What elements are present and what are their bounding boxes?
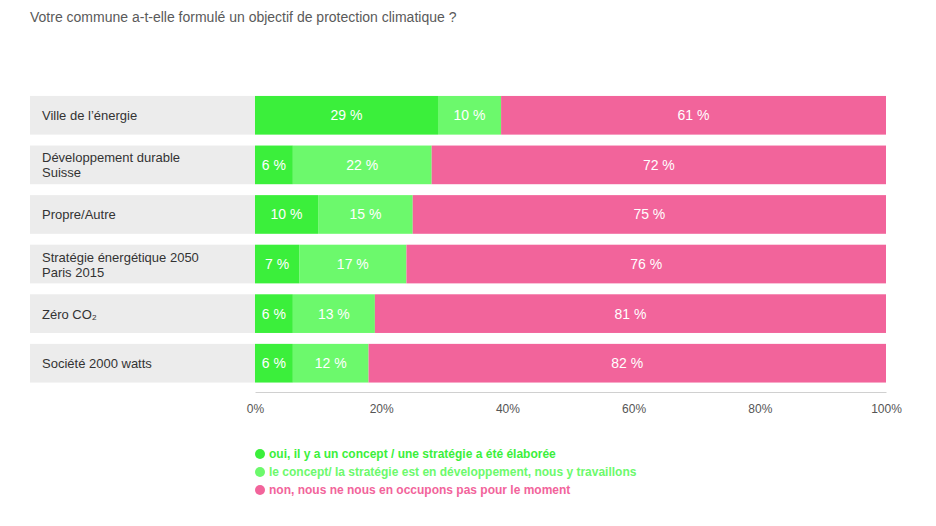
label-background (30, 245, 255, 284)
bar-segment (255, 96, 438, 135)
category-label-line: Propre/Autre (42, 207, 116, 222)
data-labels: 29 % 6 % 10 % 7 % 6 % 6 % 10 % 22 % 15 % 17 % 13 %… (262, 107, 710, 371)
bar-segment (293, 294, 375, 333)
bar-segment (318, 195, 413, 234)
label-background (30, 146, 255, 185)
category-label: Propre/Autre (42, 207, 116, 222)
legend-swatch (255, 449, 265, 459)
data-label: 15 % (349, 206, 381, 222)
data-label: 22 % (346, 157, 378, 173)
category-label-line: Ville de l’énergie (42, 108, 137, 123)
data-label: 13 % (318, 306, 350, 322)
data-label: 75 % (633, 206, 665, 222)
data-label: 82 % (611, 355, 643, 371)
label-background (30, 195, 255, 234)
bar-segment (406, 245, 886, 284)
data-label: 7 % (265, 256, 289, 272)
category-label-line: Paris 2015 (42, 265, 104, 280)
axis-line (256, 392, 887, 393)
tick: 0% (247, 392, 265, 416)
bar-segment (501, 96, 886, 135)
category-label: Stratégie énergétique 2050Paris 2015 (42, 250, 199, 280)
label-background (30, 344, 255, 383)
bar-segment (255, 245, 299, 284)
category-label-line: Stratégie énergétique 2050 (42, 250, 199, 265)
tick: 40% (496, 392, 520, 416)
label-background (30, 96, 255, 135)
data-label: 61 % (678, 107, 710, 123)
tick: 20% (370, 392, 394, 416)
legend-swatch (255, 467, 265, 477)
data-label: 10 % (271, 206, 303, 222)
bar-segment (255, 294, 293, 333)
tick-label: 60% (622, 402, 646, 416)
data-label: 10 % (454, 107, 486, 123)
bar-segment (255, 344, 293, 383)
tick: 100% (871, 392, 902, 416)
data-label: 17 % (337, 256, 369, 272)
legend-label: le concept/ la stratégie est en développ… (269, 465, 637, 479)
category-label: Zéro CO₂ (42, 307, 97, 322)
legend-label: oui, il y a un concept / une stratégie a… (269, 447, 556, 461)
category-label: Ville de l’énergie (42, 108, 137, 123)
category-label: Société 2000 watts (42, 356, 152, 371)
data-label: 72 % (643, 157, 675, 173)
tick-label: 100% (871, 402, 902, 416)
x-axis: 0% 20% 40% 60% 80% 100% (247, 392, 902, 416)
bar-segment (432, 146, 886, 185)
bar-segment (255, 146, 293, 185)
data-label: 29 % (331, 107, 363, 123)
category-label-line: Développement durable (42, 150, 180, 165)
title: Votre commune a-t-elle formulé un object… (30, 9, 457, 25)
bar-segment (375, 294, 886, 333)
bar-segment (438, 96, 501, 135)
tick-label: 80% (748, 402, 772, 416)
tick-label: 40% (496, 402, 520, 416)
category-label-line: Société 2000 watts (42, 356, 152, 371)
category-label-line: Zéro CO₂ (42, 307, 97, 322)
bar-segment (293, 344, 369, 383)
category-labels: Ville de l’énergieDéveloppement durableS… (30, 96, 255, 383)
tick-label: 20% (370, 402, 394, 416)
legend: oui, il y a un concept / une stratégie a… (255, 447, 637, 497)
tick: 80% (748, 392, 772, 416)
category-label-line: Suisse (42, 165, 81, 180)
data-label: 81 % (614, 306, 646, 322)
tick: 60% (622, 392, 646, 416)
chart: Votre commune a-t-elle formulé un object… (0, 0, 936, 526)
bar-segment (299, 245, 406, 284)
bar-segment (369, 344, 886, 383)
data-label: 6 % (262, 157, 286, 173)
category-label: Développement durableSuisse (42, 150, 180, 180)
legend-swatch (255, 485, 265, 495)
data-label: 76 % (630, 256, 662, 272)
bar-segment (413, 195, 886, 234)
data-label: 6 % (262, 306, 286, 322)
data-label: 12 % (315, 355, 347, 371)
legend-label: non, nous ne nous en occupons pas pour l… (269, 483, 570, 497)
bars (255, 96, 886, 383)
bar-segment (293, 146, 432, 185)
data-label: 6 % (262, 355, 286, 371)
bar-segment (255, 195, 318, 234)
label-background (30, 294, 255, 333)
tick-label: 0% (247, 402, 265, 416)
